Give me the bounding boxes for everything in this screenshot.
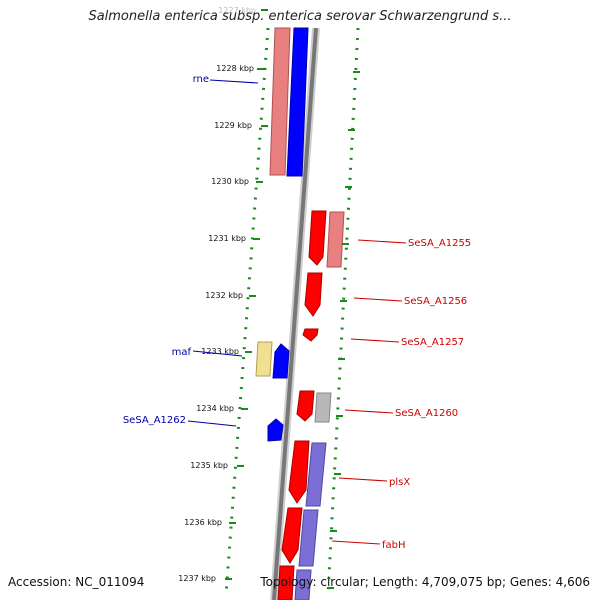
feature-pink-rne xyxy=(269,27,291,176)
gene-label-SeSA_A1260: SeSA_A1260 xyxy=(395,408,458,419)
gene-label-SeSA_A1256: SeSA_A1256 xyxy=(404,296,467,307)
tick-label: 1228 kbp xyxy=(216,64,254,73)
connector-SeSA_A1262 xyxy=(187,420,237,427)
tick-marks xyxy=(225,9,360,589)
feature-purple-plsX xyxy=(305,442,327,507)
tick-label: 1236 kbp xyxy=(184,518,222,527)
cds-maf xyxy=(272,343,290,379)
tick-label: 1237 kbp xyxy=(178,574,216,583)
feature-yellow-maf xyxy=(255,341,273,377)
gene-label-fabH: fabH xyxy=(382,540,406,551)
connector-fabH xyxy=(331,540,381,545)
cds-rne xyxy=(286,27,309,177)
tick-label: 1232 kbp xyxy=(205,291,243,300)
tick-label: 1227 kbp xyxy=(218,6,256,15)
gene-label-rne: rne xyxy=(193,74,209,85)
gene-label-SeSA_A1255: SeSA_A1255 xyxy=(408,238,471,249)
gene-label-plsX: plsX xyxy=(389,477,410,488)
gc-track-right xyxy=(326,27,360,596)
connector-SeSA_A1255 xyxy=(357,239,407,244)
gc-track-left xyxy=(224,27,270,596)
feature-pink-SeSA_A1255 xyxy=(326,211,345,268)
gene-label-SeSA_A1257: SeSA_A1257 xyxy=(401,337,464,348)
connector-maf xyxy=(192,350,243,357)
tick-label: 1235 kbp xyxy=(190,461,228,470)
tick-label: 1234 kbp xyxy=(196,404,234,413)
connector-SeSA_A1260 xyxy=(344,409,394,414)
gene-label-maf: maf xyxy=(172,347,192,358)
cds-plsX xyxy=(288,440,310,504)
cds-SeSA_A1257 xyxy=(302,328,319,342)
connector-plsX xyxy=(338,477,388,482)
feature-gray-SeSA_A1260 xyxy=(314,392,332,423)
tick-label: 1229 kbp xyxy=(214,121,252,130)
tick-label: 1230 kbp xyxy=(211,177,249,186)
tick-label: 1231 kbp xyxy=(208,234,246,243)
feature-purple-fabH xyxy=(298,509,319,567)
accession-text: Accession: NC_011094 xyxy=(8,575,145,589)
cds-SeSA_A1255 xyxy=(308,210,327,266)
cds-SeSA_A1262 xyxy=(267,418,284,442)
topology-text: Topology: circular; Length: 4,709,075 bp… xyxy=(260,575,590,589)
cds-SeSA_A1256 xyxy=(304,272,323,317)
gene-label-SeSA_A1262: SeSA_A1262 xyxy=(123,415,186,426)
genome-title: Salmonella enterica subsp. enterica sero… xyxy=(88,9,512,24)
cds-bottom xyxy=(277,565,295,600)
connector-rne xyxy=(209,79,259,84)
feature-bottom xyxy=(294,569,312,600)
connector-SeSA_A1256 xyxy=(353,297,403,302)
backbone xyxy=(272,27,318,600)
connector-SeSA_A1257 xyxy=(350,338,400,343)
cds-fabH xyxy=(281,507,303,564)
cds-SeSA_A1260 xyxy=(296,390,315,422)
tick-label: 1233 kbp xyxy=(201,347,239,356)
